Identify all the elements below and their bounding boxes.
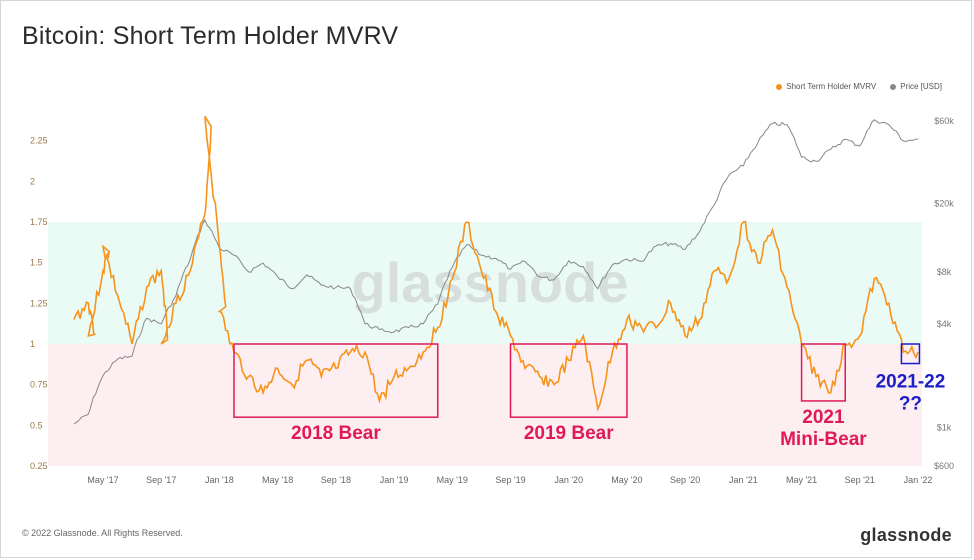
y-tick-left: 1.5 [30, 258, 43, 268]
x-tick: May '20 [611, 475, 642, 485]
annotation-label-0: 2018 Bear [291, 423, 381, 444]
annotation-label-2: 2021 [802, 407, 845, 428]
x-tick: Jan '20 [554, 475, 583, 485]
y-tick-left: 2 [30, 176, 35, 186]
annotation-label-3: 2021-22 [876, 372, 946, 393]
x-axis: May '17 Sep '17 Jan '18 May '18 Sep '18 Jan '… [87, 475, 932, 485]
y-tick-left: 2.25 [30, 136, 48, 146]
chart-legend: Short Term Holder MVRV Price [USD] [776, 82, 942, 91]
y-tick-right: $8k [937, 267, 952, 277]
y-tick-right: $600 [934, 461, 954, 471]
annotation-sublabel-2: Mini-Bear [780, 429, 867, 450]
legend-item-price[interactable]: Price [USD] [890, 82, 942, 91]
y-tick-left: 0.75 [30, 380, 48, 390]
mvrv-line [73, 115, 919, 412]
annotation-box-2 [800, 343, 846, 402]
x-tick: Sep '21 [845, 475, 875, 485]
legend-dot-price [890, 83, 897, 90]
watermark-text: glassnode [352, 251, 629, 314]
x-tick: Jan '18 [205, 475, 234, 485]
glassnode-logo[interactable]: glassnode [860, 525, 952, 545]
y-tick-right: $20k [934, 198, 954, 208]
series-mvrv [73, 115, 919, 412]
x-tick: Jan '21 [729, 475, 758, 485]
annotation-box-1 [509, 343, 628, 418]
x-tick: Jan '22 [904, 475, 933, 485]
chart-bands [48, 222, 922, 466]
x-tick: May '21 [786, 475, 817, 485]
annotation-label-1: 2019 Bear [524, 423, 614, 444]
x-tick: Sep '19 [495, 475, 525, 485]
x-tick: Sep '18 [321, 475, 351, 485]
y-tick-right: $4k [937, 319, 952, 329]
chart-title: Bitcoin: Short Term Holder MVRV [22, 22, 399, 50]
x-tick: Jan '19 [380, 475, 409, 485]
y-tick-left: 1.25 [30, 298, 48, 308]
y-tick-left: 0.25 [30, 461, 48, 471]
y-tick-left: 1.75 [30, 217, 48, 227]
annotation-box-0 [233, 343, 439, 418]
legend-dot-mvrv [776, 83, 783, 90]
x-tick: May '18 [262, 475, 293, 485]
annotation-box-3 [900, 343, 921, 365]
y-tick-right: $60k [934, 116, 954, 126]
copyright-text: © 2022 Glassnode. All Rights Reserved. [22, 528, 183, 538]
x-tick: May '19 [437, 475, 468, 485]
y-tick-left: 0.5 [30, 420, 43, 430]
series-price [73, 119, 919, 425]
y-axis-right: $600 $1k $4k $8k $20k $60k [934, 116, 954, 471]
x-tick: Sep '20 [670, 475, 700, 485]
legend-label-mvrv: Short Term Holder MVRV [786, 82, 877, 91]
y-tick-left: 1 [30, 339, 35, 349]
price-line [73, 119, 919, 425]
x-tick: May '17 [87, 475, 118, 485]
y-tick-right: $1k [937, 423, 952, 433]
x-tick: Sep '17 [146, 475, 176, 485]
y-axis-left: 0.25 0.5 0.75 1 1.25 1.5 1.75 2 2.25 [30, 136, 48, 471]
legend-item-mvrv[interactable]: Short Term Holder MVRV [776, 82, 876, 91]
band-1 [48, 344, 922, 466]
annotation-sublabel-3: ?? [899, 394, 922, 415]
legend-label-price: Price [USD] [900, 82, 942, 91]
